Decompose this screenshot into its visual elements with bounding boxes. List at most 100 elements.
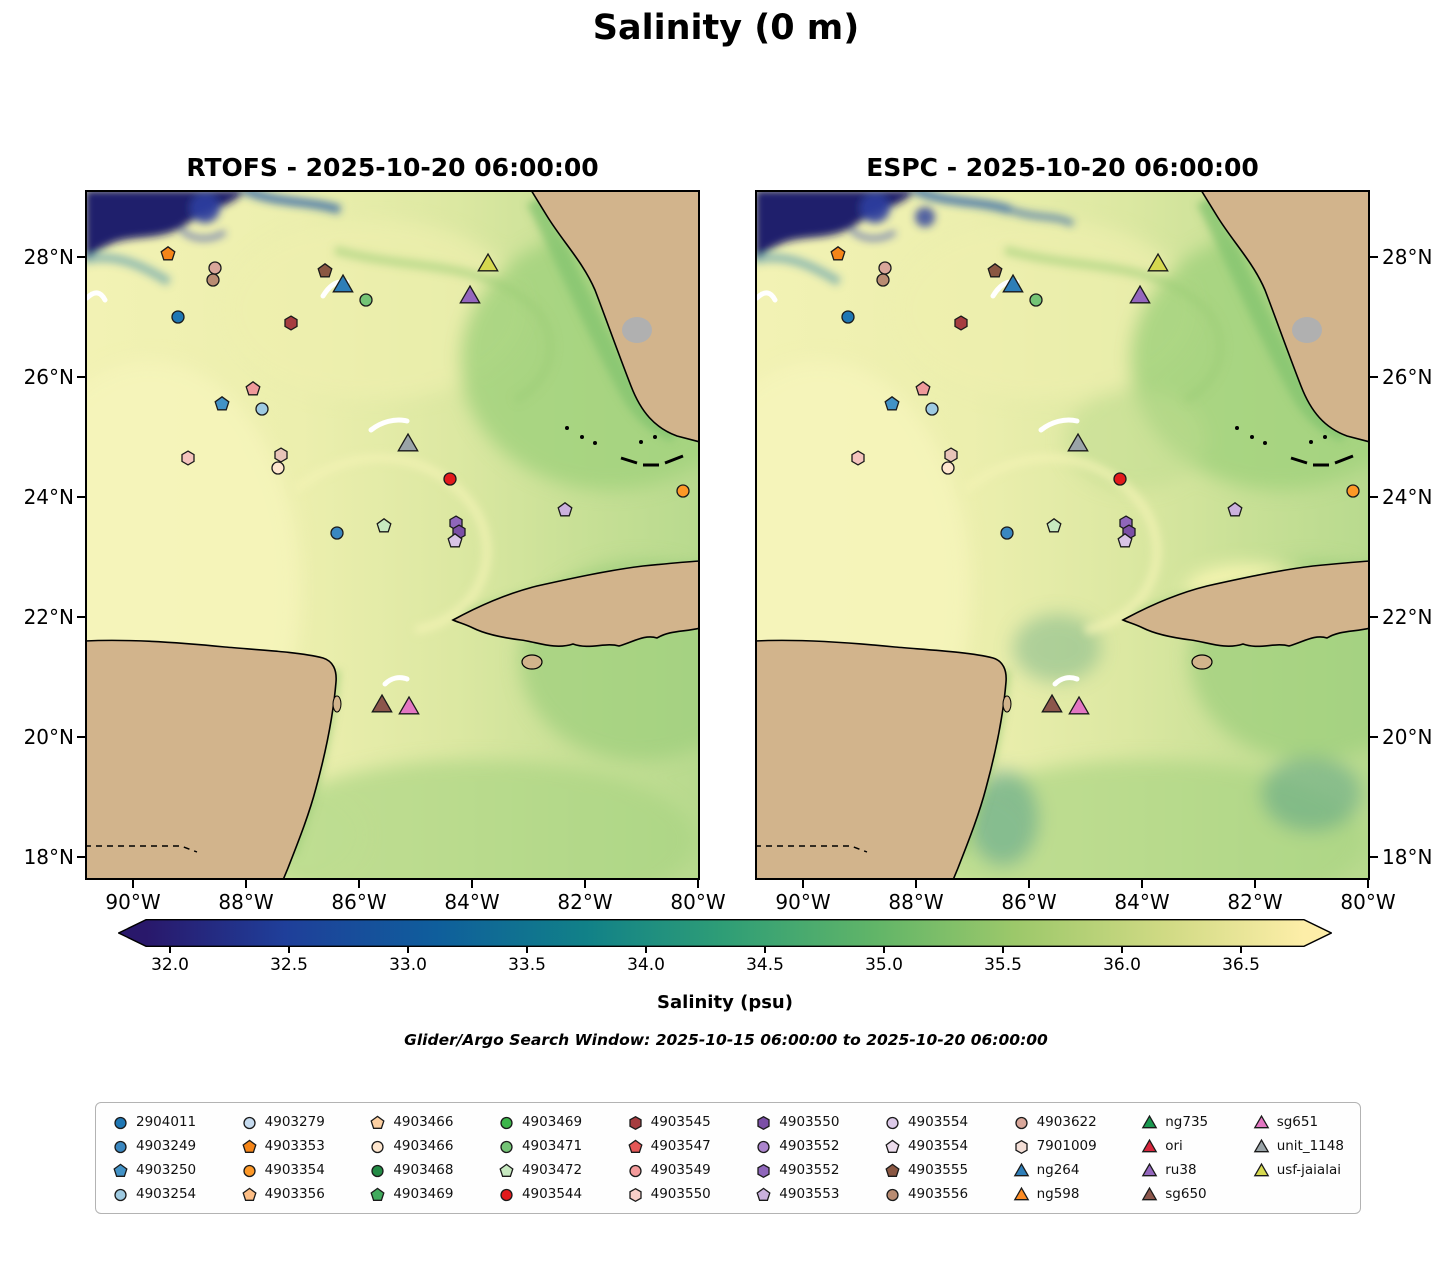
hexagon-marker-icon bbox=[757, 1163, 770, 1178]
obs-marker-4903254 bbox=[925, 402, 939, 416]
lon-tick bbox=[584, 880, 586, 888]
pentagon-marker-icon bbox=[242, 1187, 257, 1201]
legend-item-ng264: ng264 bbox=[1013, 1160, 1097, 1180]
colorbar bbox=[118, 919, 1332, 947]
triangle-marker-icon bbox=[1141, 1162, 1158, 1176]
legend-item-sg651: sg651 bbox=[1253, 1112, 1344, 1132]
pentagon-marker-icon bbox=[885, 1139, 900, 1153]
legend: 2904011 4903249 4903250 4903254 4903279 49033… bbox=[95, 1102, 1361, 1214]
triangle-marker-icon bbox=[1141, 1186, 1158, 1200]
lat-tick-label: 20°N bbox=[1382, 725, 1433, 749]
legend-item-sg650: sg650 bbox=[1141, 1184, 1208, 1204]
obs-marker-4903472 bbox=[376, 517, 392, 533]
colorbar-tick bbox=[1121, 947, 1123, 953]
legend-label: 4903471 bbox=[521, 1138, 583, 1154]
circle-marker-icon bbox=[1014, 1116, 1028, 1129]
obs-marker-4903554 bbox=[1117, 532, 1133, 548]
obs-marker-2904011 bbox=[171, 310, 185, 324]
legend-item-4903549: 4903549 bbox=[627, 1160, 711, 1180]
obs-marker-ng264 bbox=[332, 273, 354, 293]
obs-marker-4903622 bbox=[208, 261, 222, 275]
circle-marker-icon bbox=[500, 1116, 513, 1129]
legend-item-2904011: 2904011 bbox=[112, 1112, 196, 1132]
obs-marker-4903545 bbox=[954, 315, 968, 331]
legend-item-ng598: ng598 bbox=[1013, 1184, 1097, 1204]
obs-marker-sg650 bbox=[371, 693, 393, 713]
lat-tick bbox=[77, 256, 85, 258]
obs-marker-sg651 bbox=[1068, 695, 1090, 715]
obs-marker-usf-jaialai bbox=[477, 252, 499, 272]
colorbar-tick-label: 35.0 bbox=[865, 955, 903, 975]
isla-juventud bbox=[1191, 654, 1213, 670]
circle-marker-icon bbox=[371, 1164, 384, 1177]
legend-item-4903552: 4903552 bbox=[755, 1160, 839, 1180]
lat-tick-label: 22°N bbox=[1382, 605, 1433, 629]
hexagon-marker-icon bbox=[628, 1187, 642, 1202]
cuba-land bbox=[1121, 560, 1371, 648]
search-window-text: Glider/Argo Search Window: 2025-10-15 06… bbox=[404, 1031, 1048, 1049]
circle-marker-icon bbox=[757, 1140, 770, 1153]
legend-item-4903550: 4903550 bbox=[755, 1112, 839, 1132]
bahama-cays bbox=[1235, 426, 1327, 445]
circle-marker-icon bbox=[628, 1164, 642, 1177]
pentagon-marker-icon bbox=[628, 1139, 643, 1153]
obs-marker-sg650 bbox=[1041, 693, 1063, 713]
map-canvas-espc bbox=[670, 185, 1430, 920]
legend-grid: 2904011 4903249 4903250 4903254 4903279 49033… bbox=[112, 1112, 1344, 1204]
glider-tracks bbox=[754, 279, 1080, 687]
legend-label: 4903555 bbox=[907, 1162, 969, 1178]
legend-item-ru38: ru38 bbox=[1141, 1160, 1208, 1180]
river-plume bbox=[753, 185, 1075, 286]
obs-marker-unit_1148 bbox=[1067, 432, 1089, 452]
obs-marker-usf-jaialai bbox=[1147, 252, 1169, 272]
colorbar-tick bbox=[526, 947, 528, 953]
obs-marker-4903466 bbox=[271, 461, 285, 475]
cozumel bbox=[1002, 695, 1012, 713]
colorbar-tick-label: 33.5 bbox=[508, 955, 546, 975]
obs-marker-4903353 bbox=[830, 245, 846, 261]
legend-label: 4903354 bbox=[264, 1162, 325, 1178]
legend-item-4903466: 4903466 bbox=[369, 1112, 453, 1132]
cozumel bbox=[332, 695, 342, 713]
pentagon-marker-icon bbox=[756, 1187, 771, 1201]
land-masses bbox=[754, 189, 1371, 881]
circle-marker-icon bbox=[371, 1140, 384, 1153]
colorbar-tick-label: 36.5 bbox=[1222, 955, 1260, 975]
lat-tick-label: 22°N bbox=[23, 605, 74, 629]
lake-okeechobee bbox=[1292, 317, 1322, 343]
obs-marker-4903553 bbox=[557, 501, 573, 517]
legend-item-4903622: 4903622 bbox=[1013, 1112, 1097, 1132]
lon-tick bbox=[697, 880, 699, 888]
yucatan-land bbox=[754, 639, 1007, 881]
lat-tick bbox=[1370, 736, 1378, 738]
obs-marker-7901009 bbox=[944, 447, 958, 463]
obs-marker-ru38 bbox=[1129, 284, 1151, 304]
obs-marker-4903554 bbox=[447, 532, 463, 548]
legend-label: sg650 bbox=[1165, 1186, 1207, 1202]
triangle-marker-icon bbox=[1141, 1114, 1158, 1128]
legend-item-4903469: 4903469 bbox=[498, 1112, 582, 1132]
legend-label: 2904011 bbox=[136, 1114, 197, 1130]
pentagon-marker-icon bbox=[499, 1163, 514, 1177]
lat-tick bbox=[77, 616, 85, 618]
florida-keys bbox=[620, 454, 684, 467]
obs-marker-4903555 bbox=[317, 262, 333, 278]
map-panel-rtofs bbox=[0, 185, 760, 920]
lon-tick bbox=[132, 880, 134, 888]
circle-marker-icon bbox=[500, 1140, 513, 1153]
legend-item-4903544: 4903544 bbox=[498, 1184, 582, 1204]
legend-item-4903354: 4903354 bbox=[241, 1160, 325, 1180]
hexagon-marker-icon bbox=[1014, 1139, 1028, 1154]
legend-label: ng264 bbox=[1036, 1162, 1080, 1178]
legend-label: 4903554 bbox=[907, 1114, 969, 1130]
lon-tick-label: 82°W bbox=[1227, 890, 1283, 914]
legend-item-4903552: 4903552 bbox=[755, 1136, 839, 1156]
obs-marker-sg651 bbox=[398, 695, 420, 715]
lat-tick-label: 26°N bbox=[23, 365, 74, 389]
figure-title: Salinity (0 m) bbox=[592, 8, 860, 48]
legend-label: 4903249 bbox=[136, 1138, 197, 1154]
legend-item-4903472: 4903472 bbox=[498, 1160, 582, 1180]
colorbar-tick bbox=[407, 947, 409, 953]
map-canvas-rtofs bbox=[0, 185, 760, 920]
circle-marker-icon bbox=[114, 1140, 127, 1153]
